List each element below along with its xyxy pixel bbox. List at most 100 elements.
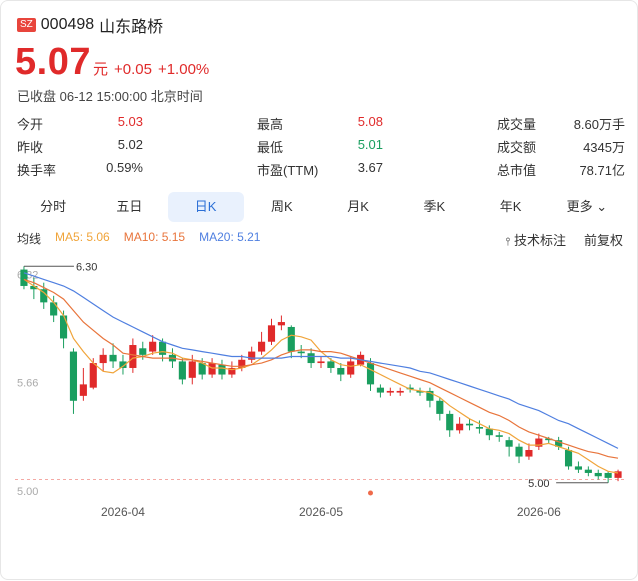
y-tick-label: 6.32 [17,269,38,281]
candle-body [258,341,266,352]
candle-body [30,285,38,290]
candle-body [218,364,226,375]
candle-body [495,435,503,437]
candle-body [426,390,434,401]
candle-body [337,367,345,375]
candle-body [129,345,137,368]
candle-body [139,348,147,355]
stat-label: 昨收 [17,140,44,155]
adjust-button[interactable]: 前复权 [583,233,623,248]
stat-label: 最高 [257,117,284,132]
y-tick-label: 5.00 [17,486,38,498]
x-tick-label: 2026-04 [101,505,145,519]
candle-body [396,390,404,393]
stat-label: 成交额 [497,140,537,155]
price-unit: 元 [92,61,108,78]
candle-body [198,363,206,375]
candle-body [604,472,612,478]
stat-5: 成交额 4345万 [497,137,625,156]
candle-body [287,326,295,352]
candle-body [406,387,414,390]
candle-body [386,390,394,393]
candle-body [267,325,276,342]
price-change-pct: +1.00% [157,61,210,78]
ma-legend: 均线 MA5: 5.06 MA10: 5.15 MA20: 5.21 [17,230,260,247]
candle-body [238,359,246,368]
max-marker-label: 6.30 [76,261,97,273]
candle-body [99,354,107,364]
indicator-label: 技术标注 [513,233,566,248]
candle-body [564,449,573,467]
candle-body [347,361,355,375]
stat-value: 3.67 [357,160,383,175]
candle-body [297,351,305,354]
candle-body [555,440,563,447]
candle-body [446,413,454,431]
stat-value: 78.71亿 [579,163,625,178]
stock-code: 000498 [40,16,95,33]
stat-7: 市盈(TTM) 3.67 [257,160,383,179]
candle-body [505,440,513,447]
candle-body [119,361,127,368]
tab-7[interactable]: 更多 ⌄ [566,199,608,214]
indicator-button[interactable]: ⫯ 技术标注 [506,230,566,249]
candle-body [327,361,335,368]
chart-tools: ⫯ 技术标注 前复权 [506,230,623,249]
tab-0[interactable]: 分时 [40,199,67,214]
candle-body [525,449,533,457]
candle-body [69,351,78,401]
candle-body [594,472,602,477]
candle-body [40,289,48,303]
x-tick-label: 2026-06 [517,505,561,519]
tab-1[interactable]: 五日 [116,199,143,214]
stat-value: 4345万 [583,140,625,155]
event-dot [368,490,374,496]
tab-2[interactable]: 日K [167,192,244,222]
candle-body [416,390,424,393]
market-status: 已收盘 06-12 15:00:00 北京时间 [17,89,203,104]
stock-name: 山东路桥 [99,19,164,36]
stat-1: 最高 5.08 [257,114,383,133]
stat-label: 市盈(TTM) [257,163,319,178]
stat-value: 5.02 [117,137,143,152]
stat-value: 5.08 [357,114,383,129]
ma10-line [23,278,619,459]
price-row: 5.07 元 +0.05 +1.00% [15,41,209,84]
y-tick-label: 5.66 [17,378,38,390]
stock-header: SZ 000498 山东路桥 [17,13,163,37]
candle-body [465,423,474,426]
candle-body [149,341,157,352]
price-change: +0.05 [113,61,152,78]
sliders-icon: ⫯ [505,236,511,248]
candle-body [376,387,384,393]
tab-3[interactable]: 周K [271,199,293,214]
ma5-label: MA5: 5.06 [55,230,110,244]
candle-body [178,361,186,380]
candle-body [574,466,583,470]
ma20-label: MA20: 5.21 [199,230,261,244]
candle-body [317,361,325,364]
candle-body [515,446,523,457]
stat-value: 0.59% [106,160,143,175]
stat-6: 换手率 0.59% [17,160,143,179]
stat-value: 5.01 [357,137,383,152]
candle-body [436,400,444,414]
stat-label: 成交量 [497,117,537,132]
period-tabs: 分时 五日 日K 周K 月K 季K 年K 更多 ⌄ [15,192,625,222]
stat-label: 最低 [257,140,284,155]
current-price: 5.07 [15,41,91,83]
candle-body [79,384,87,396]
candle-body [307,353,315,364]
candle-body [535,438,543,447]
candle-body [584,469,592,473]
tab-6[interactable]: 年K [499,199,522,214]
tab-4[interactable]: 月K [347,199,369,214]
x-tick-label: 2026-05 [299,505,343,519]
candle-body [188,361,196,378]
stat-4: 最低 5.01 [257,137,383,156]
candle-body [89,363,97,388]
candle-body [20,269,28,286]
tab-5[interactable]: 季K [423,199,446,214]
